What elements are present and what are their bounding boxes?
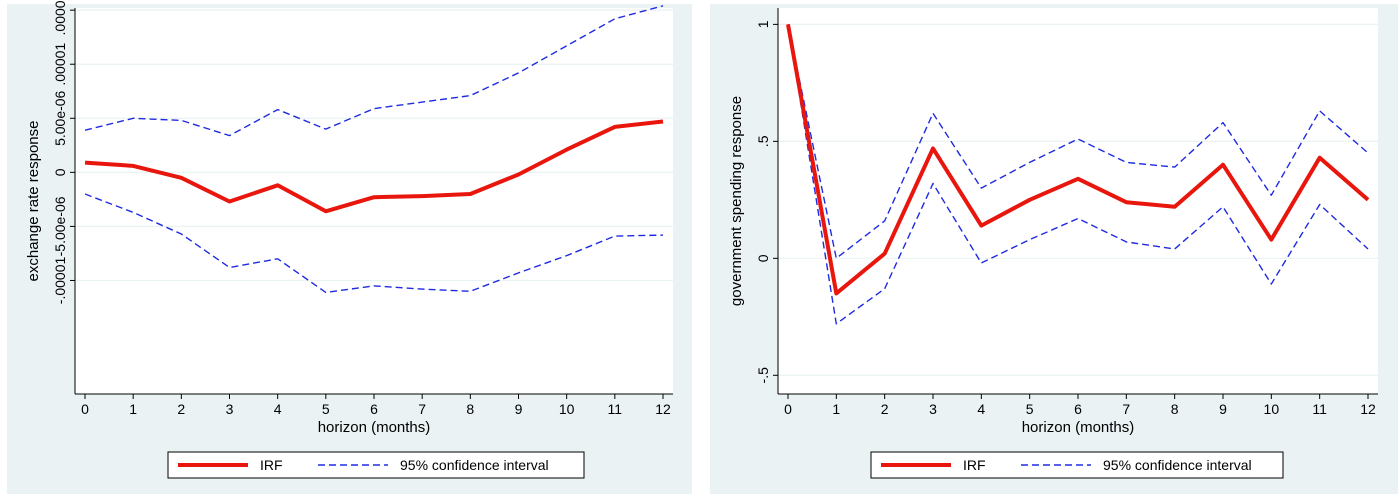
legend: IRF 95% confidence interval — [870, 451, 1284, 479]
x-tick-label-9: 9 — [515, 401, 523, 417]
x-tick-label-5: 5 — [322, 401, 330, 417]
y-tick-label-3: 1 — [755, 20, 771, 28]
x-tick-label-5: 5 — [1026, 401, 1034, 417]
y-tick-label-4: .00001 — [52, 43, 68, 86]
x-tick-label-10: 10 — [559, 401, 575, 417]
y-tick-label-2: 0 — [52, 168, 68, 176]
x-tick-label-6: 6 — [1074, 401, 1082, 417]
x-tick-label-10: 10 — [1264, 401, 1280, 417]
x-tick-label-12: 12 — [655, 401, 671, 417]
x-tick-label-1: 1 — [129, 401, 137, 417]
x-tick-label-3: 3 — [226, 401, 234, 417]
x-tick-label-11: 11 — [1312, 401, 1327, 417]
x-tick-label-2: 2 — [881, 401, 889, 417]
x-tick-label-6: 6 — [370, 401, 378, 417]
x-tick-label-12: 12 — [1360, 401, 1376, 417]
y-tick-label-1: -5.00e-06 — [52, 196, 68, 256]
x-tick-label-0: 0 — [784, 401, 792, 417]
legend-label-1: 95% confidence interval — [400, 457, 549, 473]
x-axis-title: horizon (months) — [318, 419, 431, 436]
x-tick-label-0: 0 — [81, 401, 89, 417]
plot-area — [778, 8, 1378, 394]
x-tick-label-1: 1 — [832, 401, 840, 417]
y-axis-title: exchange rate response — [25, 121, 42, 282]
y-tick-label-5: .000015 — [52, 0, 68, 35]
legend-label-1: 95% confidence interval — [1103, 457, 1252, 473]
y-tick-label-3: 5.00e-06 — [52, 90, 68, 145]
x-tick-label-4: 4 — [274, 401, 282, 417]
y-axis-title: government spending response — [728, 96, 745, 306]
x-tick-label-11: 11 — [608, 401, 623, 417]
x-tick-label-4: 4 — [977, 401, 985, 417]
plot-area — [75, 8, 673, 394]
y-tick-label-0: -.00001 — [52, 257, 68, 305]
legend: IRF 95% confidence interval — [167, 451, 585, 479]
legend-label-0: IRF — [963, 457, 986, 473]
x-axis-title: horizon (months) — [1022, 419, 1135, 436]
y-tick-label-1: 0 — [755, 254, 771, 262]
x-tick-label-8: 8 — [1171, 401, 1179, 417]
legend-label-0: IRF — [260, 457, 283, 473]
x-tick-label-2: 2 — [177, 401, 185, 417]
x-tick-label-3: 3 — [929, 401, 937, 417]
y-tick-label-2: .5 — [755, 135, 771, 147]
x-tick-label-7: 7 — [1122, 401, 1130, 417]
x-tick-label-8: 8 — [466, 401, 474, 417]
x-tick-label-9: 9 — [1219, 401, 1227, 417]
y-tick-label-0: -.5 — [755, 367, 771, 384]
chart-1: -.00001-5.00e-06 0 5.00e-06 .00001 .000015 0 1… — [7, 0, 692, 494]
x-tick-label-7: 7 — [418, 401, 426, 417]
